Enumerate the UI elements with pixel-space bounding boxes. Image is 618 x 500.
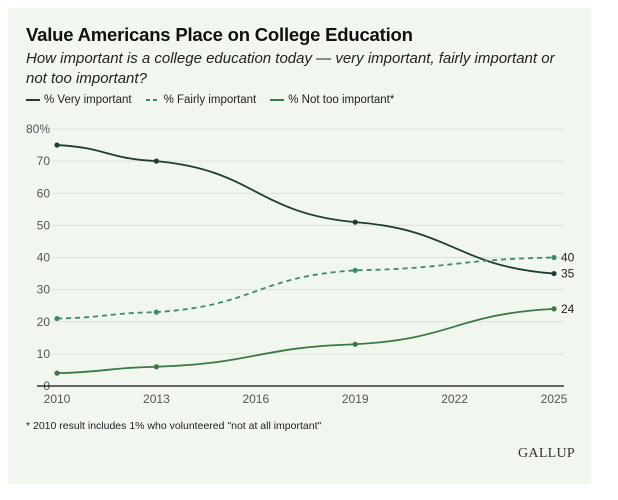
data-point-fairly-important xyxy=(153,309,159,315)
legend: % Very important % Fairly important % No… xyxy=(26,94,394,106)
data-point-not-too-important xyxy=(153,364,159,370)
series-group xyxy=(54,142,557,376)
x-axis-ticks: 2010 2013 2016 2019 2022 2025 xyxy=(44,392,568,406)
x-tick-label: 2010 xyxy=(44,392,71,406)
legend-label: % Fairly important xyxy=(163,94,257,106)
data-point-very-important xyxy=(352,219,358,225)
series-line-not-too-important xyxy=(56,308,555,375)
y-tick-label: 50 xyxy=(37,218,51,232)
y-tick-label: 10 xyxy=(37,347,51,361)
legend-item-very-important: % Very important xyxy=(26,94,132,106)
chart-subtitle: How important is a college education tod… xyxy=(26,50,555,87)
legend-swatch-not-too-important xyxy=(270,99,285,101)
y-tick-label: 40 xyxy=(37,251,51,265)
data-point-very-important xyxy=(54,142,60,148)
chart-panel xyxy=(8,8,591,484)
legend-label: % Very important xyxy=(44,94,132,106)
y-tick-label: 60 xyxy=(37,186,51,200)
data-point-not-too-important xyxy=(352,341,358,347)
data-point-not-too-important xyxy=(551,306,557,312)
data-point-fairly-important xyxy=(352,267,358,273)
legend-swatch-very-important xyxy=(26,99,40,101)
y-tick-label: 20 xyxy=(37,315,51,329)
y-tick-label: 70 xyxy=(37,154,51,168)
series-line-fairly-important xyxy=(56,256,555,320)
data-point-fairly-important xyxy=(551,254,557,261)
x-tick-label: 2019 xyxy=(342,392,369,406)
data-point-fairly-important xyxy=(54,315,60,322)
legend-label: % Not too important* xyxy=(288,94,395,106)
legend-swatch-fairly-important xyxy=(145,99,160,101)
x-tick-label: 2022 xyxy=(441,392,468,406)
series-line-very-important xyxy=(56,144,555,275)
y-tick-label: 80% xyxy=(26,122,50,136)
legend-item-not-too-important: % Not too important* xyxy=(270,94,394,106)
y-tick-label: 30 xyxy=(37,283,51,297)
legend-item-fairly-important: % Fairly important xyxy=(145,94,257,106)
data-point-not-too-important xyxy=(54,370,60,376)
footnote: * 2010 result includes 1% who volunteere… xyxy=(26,420,322,432)
end-label-very-important: 35 xyxy=(561,267,575,281)
x-tick-label: 2025 xyxy=(541,392,568,406)
data-point-very-important xyxy=(153,158,159,164)
data-point-very-important xyxy=(551,270,557,277)
data-labels: 35 40 24 xyxy=(561,251,575,316)
x-tick-label: 2013 xyxy=(143,392,170,406)
end-label-not-too-important: 24 xyxy=(561,302,575,316)
x-tick-label: 2016 xyxy=(242,392,269,406)
gallup-logo: GALLUP xyxy=(518,446,576,461)
chart-title: Value Americans Place on College Educati… xyxy=(26,24,413,45)
gridlines xyxy=(52,128,564,355)
end-label-fairly-important: 40 xyxy=(561,251,575,265)
